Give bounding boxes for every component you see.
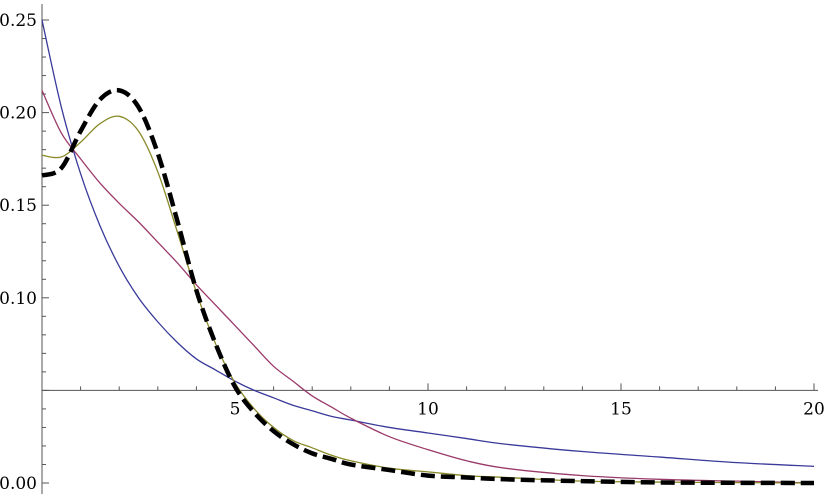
x-tick-label: 5 [230, 399, 241, 419]
series-line-2 [41, 90, 815, 484]
y-tick-label: 0.00 [0, 474, 37, 494]
x-tick-label: 20 [803, 399, 825, 419]
series-layer [41, 19, 815, 486]
y-tick-label: 0.25 [0, 11, 37, 31]
x-tick-label: 10 [417, 399, 439, 419]
y-tick-label: 0.15 [0, 196, 37, 216]
axes [41, 4, 818, 494]
x-tick-label: 15 [610, 399, 632, 419]
series-line-1 [41, 19, 815, 467]
series-line-3 [41, 115, 815, 484]
y-tick-label: 0.20 [0, 104, 37, 124]
series-line-4 [41, 87, 815, 486]
y-tick-label: 0.10 [0, 289, 37, 309]
tick-labels: 5 10 15 20 0.00 0.10 0.15 0.20 0.25 [0, 11, 825, 494]
